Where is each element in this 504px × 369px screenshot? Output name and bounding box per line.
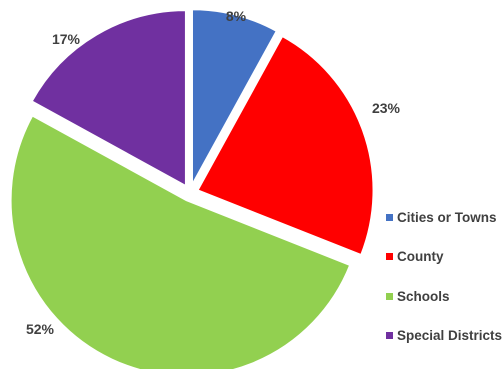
- legend: Cities or Towns County Schools Special D…: [386, 210, 502, 343]
- data-label-cities-or-towns: 8%: [226, 8, 247, 24]
- data-labels: 8% 23% 52% 17%: [26, 8, 401, 337]
- legend-label-schools: Schools: [397, 289, 450, 304]
- pie-slice-county: [196, 34, 375, 257]
- data-label-special-districts: 17%: [52, 31, 81, 47]
- data-label-schools: 52%: [26, 321, 55, 337]
- legend-swatch-county: [386, 253, 393, 260]
- pie-slice-special-districts: [30, 9, 187, 188]
- legend-swatch-cities-or-towns: [386, 214, 393, 221]
- legend-label-county: County: [397, 249, 444, 264]
- pie-slice-schools: [9, 114, 352, 369]
- legend-swatch-special-districts: [386, 332, 393, 339]
- data-label-county: 23%: [372, 100, 401, 116]
- pie-slices: [9, 8, 375, 369]
- pie-slice-cities-or-towns: [190, 8, 279, 186]
- legend-label-special-districts: Special Districts: [397, 328, 502, 343]
- legend-label-cities-or-towns: Cities or Towns: [397, 210, 497, 225]
- legend-swatch-schools: [386, 293, 393, 300]
